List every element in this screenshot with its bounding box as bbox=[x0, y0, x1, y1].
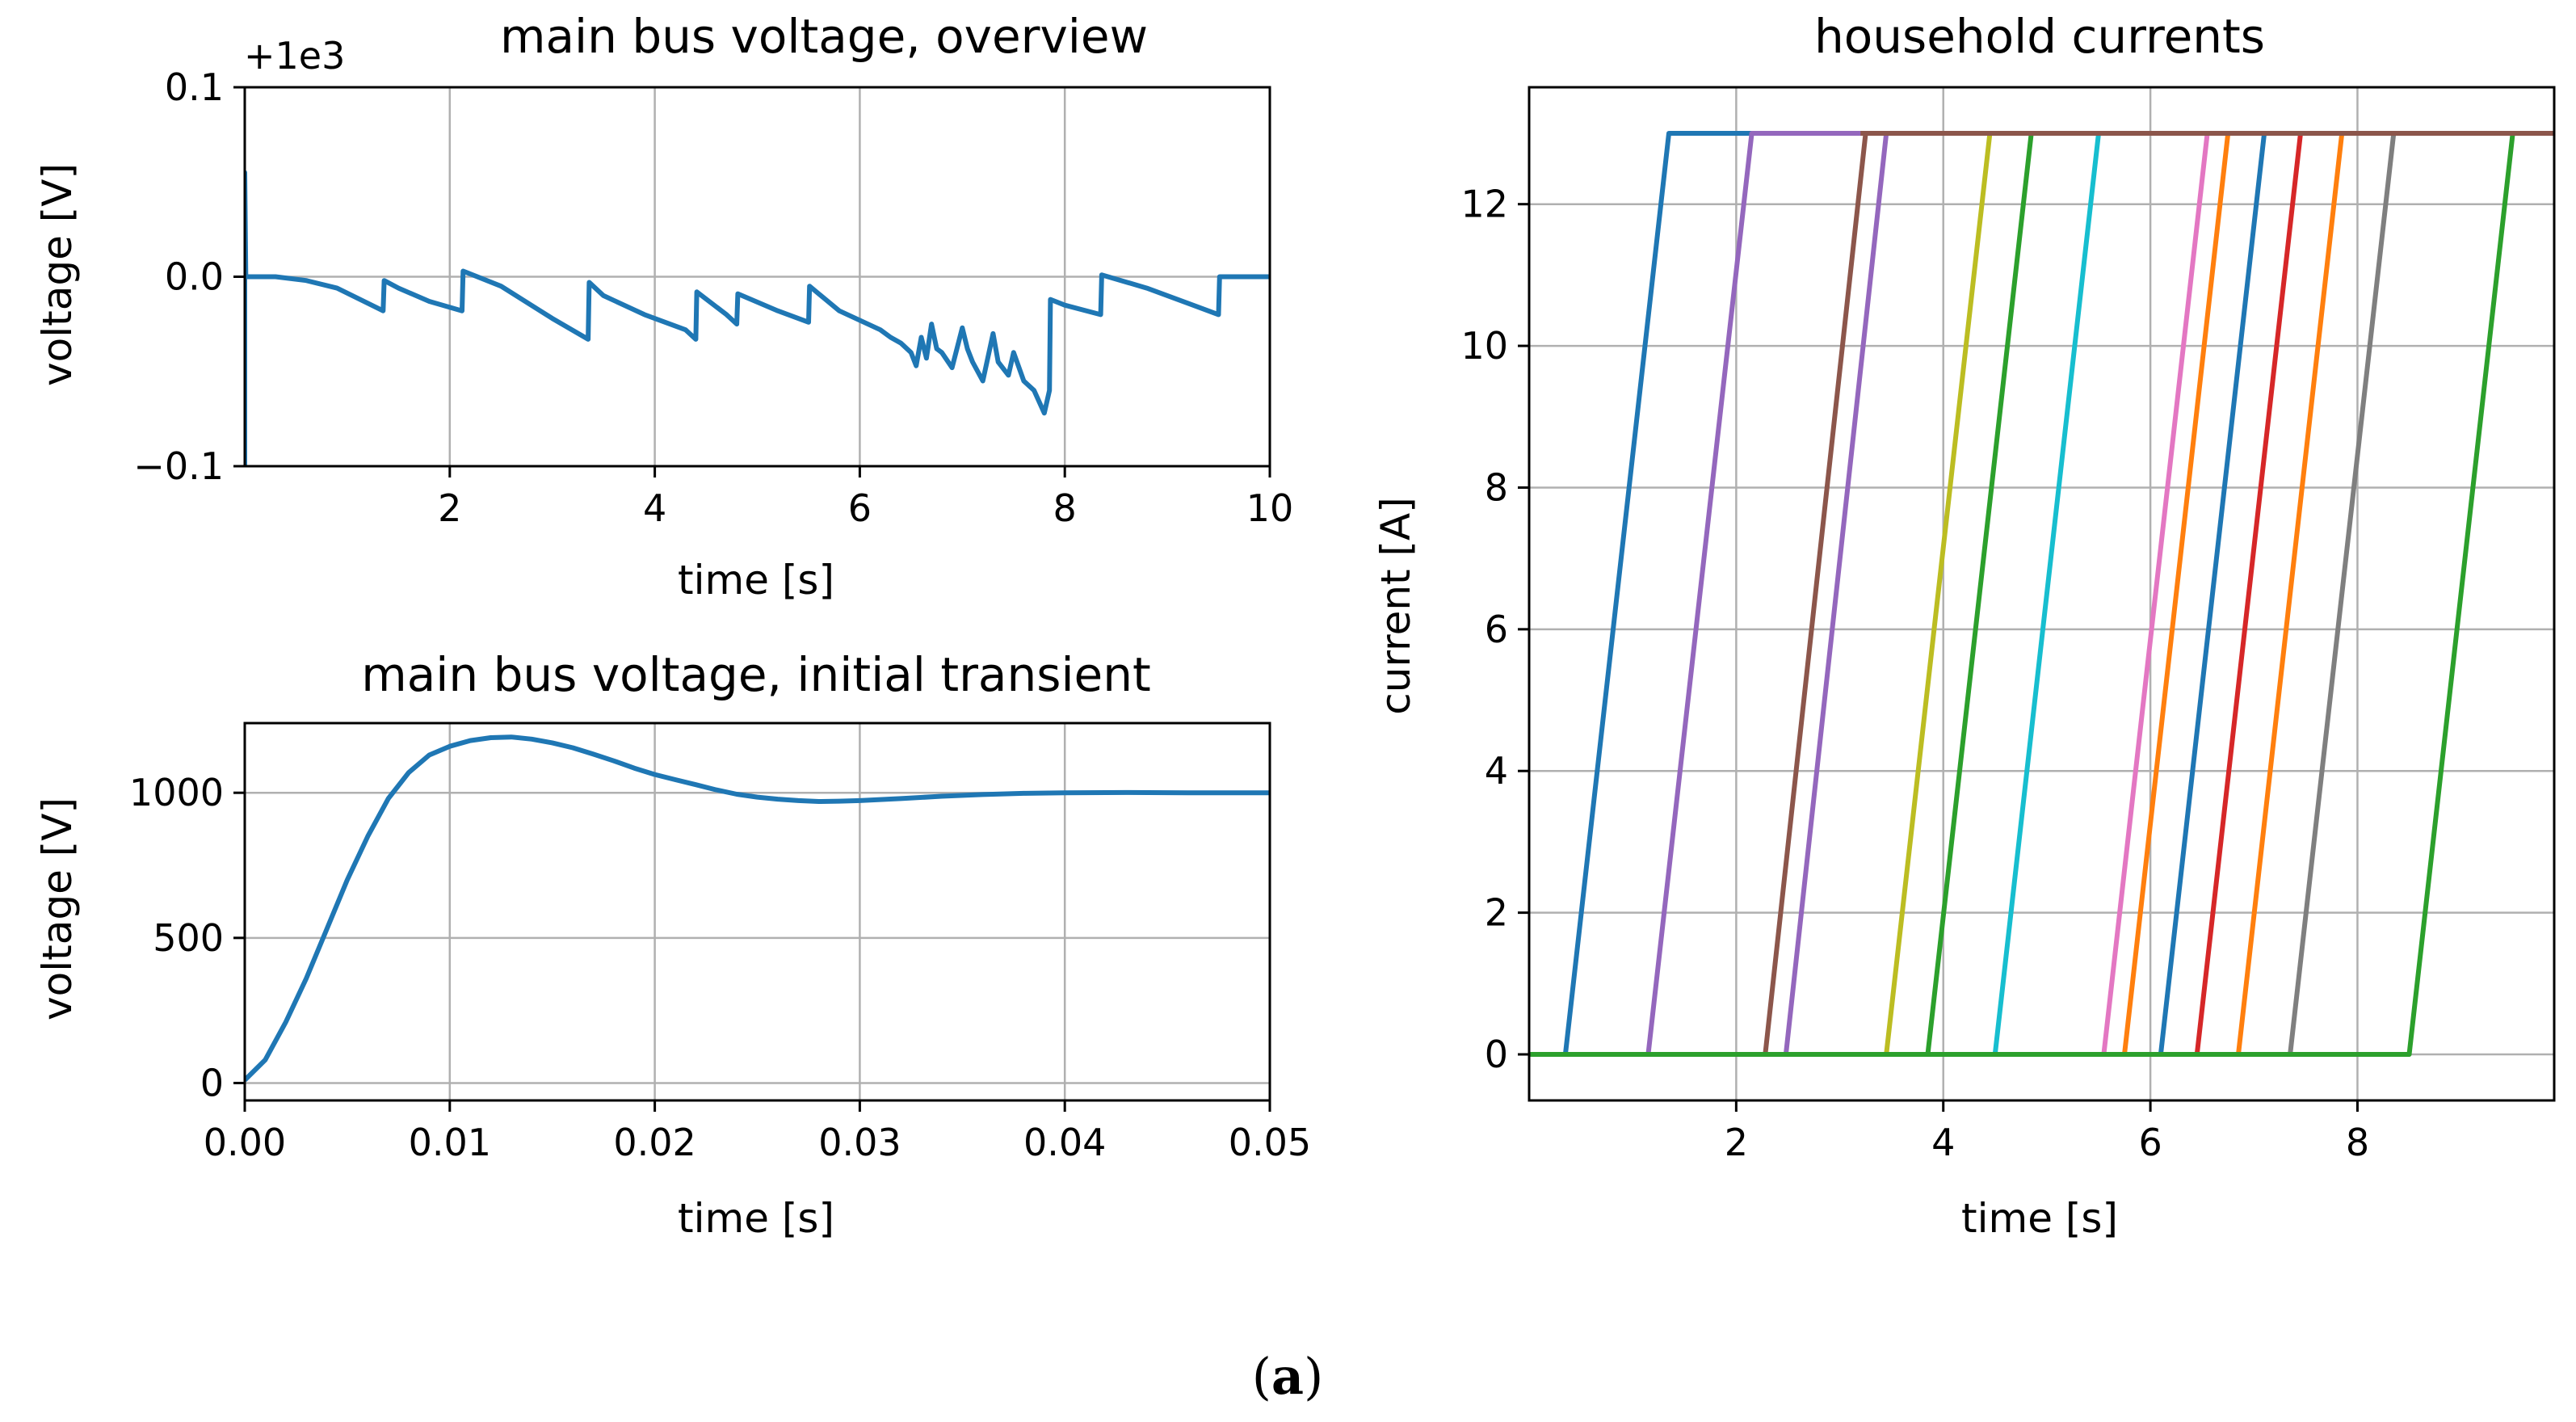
chart-title: household currents bbox=[1814, 9, 2265, 64]
x-tick-label: 10 bbox=[1246, 486, 1294, 530]
y-tick-label: 0 bbox=[1485, 1033, 1508, 1076]
chart-transient: main bus voltage, initial transient time… bbox=[34, 647, 1311, 1242]
y-tick-label: 500 bbox=[153, 916, 224, 960]
y-tick-label: −0.1 bbox=[133, 444, 224, 488]
axes-frame bbox=[1528, 86, 2556, 1102]
chart-title: main bus voltage, initial transient bbox=[361, 647, 1151, 702]
series-line-9 bbox=[1529, 131, 2554, 1057]
y-tick-label: 8 bbox=[1485, 465, 1508, 509]
x-tick-label: 6 bbox=[2138, 1121, 2162, 1164]
x-tick-label: 0.02 bbox=[613, 1121, 695, 1164]
x-axis-label: time [s] bbox=[1961, 1195, 2118, 1242]
y-axis-label: voltage [V] bbox=[34, 163, 81, 386]
y-tick-label: 0.1 bbox=[165, 65, 224, 109]
y-tick-label: 2 bbox=[1485, 891, 1508, 935]
series-line-8 bbox=[1529, 131, 2554, 1057]
x-tick-label: 2 bbox=[438, 486, 461, 530]
series-line-10 bbox=[1529, 131, 2554, 1057]
series-line-3 bbox=[1529, 131, 2554, 1057]
x-tick-label: 2 bbox=[1725, 1121, 1748, 1164]
y-tick-label: 1000 bbox=[129, 771, 224, 814]
x-tick-label: 8 bbox=[1053, 486, 1077, 530]
x-tick-label: 6 bbox=[848, 486, 872, 530]
y-tick-label: 0.0 bbox=[165, 255, 224, 299]
y-tick-label: 0 bbox=[200, 1061, 224, 1104]
chart-household-currents: household currents time [s] current [A] … bbox=[1372, 9, 2556, 1242]
plot-area: 0.00 0.01 0.02 0.03 0.04 0.05 0 500 1000 bbox=[129, 722, 1311, 1164]
x-tick-label: 0.01 bbox=[409, 1121, 491, 1164]
chart-overview: main bus voltage, overview +1e3 time [s]… bbox=[34, 9, 1293, 604]
series-line-7 bbox=[1529, 131, 2554, 1057]
plot-area: 2 4 6 8 10 −0.1 0.0 0.1 bbox=[133, 65, 1293, 530]
y-tick-label: 4 bbox=[1485, 749, 1508, 793]
y-axis-label: current [A] bbox=[1372, 497, 1419, 714]
y-tick-label: 6 bbox=[1485, 608, 1508, 651]
plot-area: 2 4 6 8 0 2 4 6 8 10 12 bbox=[1460, 86, 2556, 1164]
x-axis-label: time [s] bbox=[678, 1195, 834, 1242]
series-line-1 bbox=[245, 734, 1270, 1083]
x-axis-label: time [s] bbox=[678, 557, 834, 604]
y-tick-label: 12 bbox=[1460, 183, 1508, 226]
series-line-6 bbox=[1529, 131, 2554, 1057]
series-line-4 bbox=[1529, 131, 2554, 1057]
caption-open: ( bbox=[1252, 1347, 1271, 1406]
figure-caption: (a) bbox=[1252, 1347, 1324, 1406]
series-line-14 bbox=[1529, 131, 2554, 1057]
series-line-1 bbox=[245, 170, 1270, 466]
caption-close: ) bbox=[1304, 1347, 1323, 1406]
y-tick-label: 10 bbox=[1460, 324, 1508, 368]
series-line-13 bbox=[1529, 131, 2554, 1057]
series-line-5 bbox=[1529, 131, 2554, 1057]
chart-title: main bus voltage, overview bbox=[500, 9, 1148, 64]
offset-text: +1e3 bbox=[244, 34, 345, 78]
x-tick-label: 8 bbox=[2346, 1121, 2369, 1164]
x-tick-label: 4 bbox=[643, 486, 666, 530]
series-line-1 bbox=[1529, 131, 2554, 1057]
series-line-11 bbox=[1529, 131, 2554, 1057]
caption-letter: a bbox=[1271, 1347, 1304, 1406]
y-axis-label: voltage [V] bbox=[34, 797, 81, 1020]
x-tick-label: 0.00 bbox=[204, 1121, 286, 1164]
series-line-12 bbox=[1529, 131, 2554, 1057]
x-tick-label: 0.03 bbox=[818, 1121, 901, 1164]
x-tick-label: 0.05 bbox=[1229, 1121, 1311, 1164]
series-line-2 bbox=[1529, 131, 2554, 1057]
axes-frame bbox=[243, 722, 1271, 1102]
x-tick-label: 4 bbox=[1931, 1121, 1955, 1164]
x-tick-label: 0.04 bbox=[1023, 1121, 1106, 1164]
